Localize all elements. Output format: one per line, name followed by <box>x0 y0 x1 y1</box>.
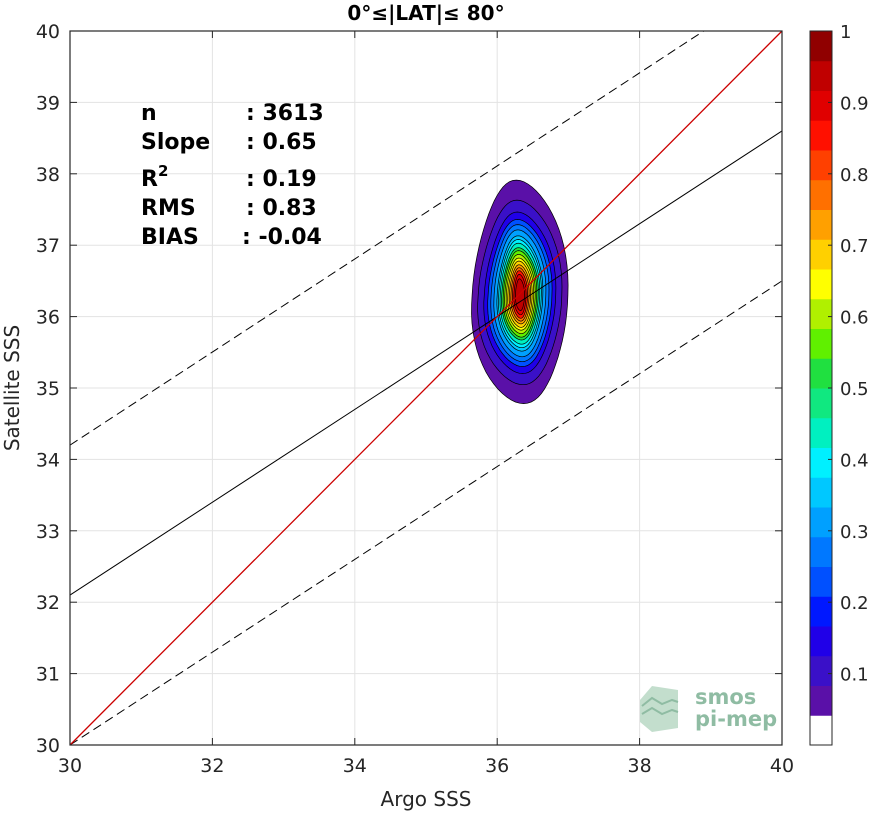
colorbar-segment <box>810 239 832 270</box>
colorbar-segment <box>810 150 832 181</box>
smos-pimep-logo: smos pi-mep <box>640 685 777 732</box>
chart-title: 0°≤|LAT|≤ 80° <box>347 1 504 25</box>
colorbar-tick-label: 0.1 <box>840 665 869 686</box>
y-tick-label: 32 <box>36 592 60 614</box>
upper-confidence-line <box>69 30 704 446</box>
colorbar-segment <box>810 507 832 538</box>
stat-label: n <box>141 101 157 126</box>
stat-value: : 3613 <box>246 101 324 126</box>
logo-text-smos: smos <box>695 685 756 709</box>
x-tick-label: 32 <box>200 755 224 777</box>
colorbar-segment <box>810 179 832 210</box>
stat-label: RMS <box>141 196 196 221</box>
y-tick-label: 31 <box>36 664 60 686</box>
statistics-box: n : 3613 Slope : 0.65 R2 : 0.19 RMS : 0.83 BIAS:… <box>141 101 324 250</box>
logo-wave-icon <box>640 686 678 732</box>
stat-value: : 0.19 <box>246 167 317 192</box>
colorbar <box>809 30 833 746</box>
logo-text-pimep: pi-mep <box>695 707 777 731</box>
colorbar-tick-label: 0.7 <box>840 236 869 257</box>
y-tick-label: 39 <box>36 92 60 114</box>
colorbar-segment <box>810 328 832 359</box>
y-tick-label: 37 <box>36 235 60 257</box>
x-tick-label: 30 <box>58 755 82 777</box>
colorbar-tick-label: 0.8 <box>840 165 869 186</box>
stat-label: Slope <box>141 130 210 155</box>
colorbar-tick-label: 0.3 <box>840 522 869 543</box>
colorbar-tick-label: 0.9 <box>840 93 869 114</box>
x-axis-ticks: 30 32 34 36 38 40 <box>58 31 794 777</box>
colorbar-segment <box>810 31 832 62</box>
y-tick-label: 33 <box>36 521 60 543</box>
fit-line <box>69 130 783 596</box>
identity-line <box>69 30 783 746</box>
stat-label: R2 <box>141 162 168 192</box>
y-axis-label: Satellite SSS <box>0 325 24 451</box>
x-tick-label: 34 <box>343 755 367 777</box>
colorbar-segment <box>810 447 832 478</box>
colorbar-tick-label: 1 <box>840 22 851 43</box>
colorbar-tick-label: 0.5 <box>840 379 869 400</box>
density-contour-level <box>515 278 525 311</box>
colorbar-segment <box>810 685 832 716</box>
colorbar-segment <box>810 120 832 151</box>
colorbar-segment <box>810 596 832 627</box>
colorbar-segment <box>810 388 832 419</box>
colorbar-ticks: 0.1 0.2 0.3 0.4 0.5 0.6 0.7 0.8 0.9 1 <box>828 22 869 686</box>
y-tick-label: 34 <box>36 449 60 471</box>
x-axis-label: Argo SSS <box>381 787 472 811</box>
colorbar-segment <box>810 566 832 597</box>
x-tick-label: 38 <box>628 755 652 777</box>
colorbar-tick-label: 0.2 <box>840 593 869 614</box>
colorbar-segment <box>810 536 832 567</box>
y-tick-label: 35 <box>36 378 60 400</box>
x-tick-label: 40 <box>770 755 794 777</box>
colorbar-segment <box>810 417 832 448</box>
stat-value: : -0.04 <box>242 225 322 250</box>
lower-confidence-line <box>69 280 783 746</box>
grid-lines <box>69 30 783 746</box>
y-axis-ticks: 30 31 32 33 34 35 36 37 38 39 40 <box>36 21 782 757</box>
colorbar-segment <box>810 358 832 389</box>
x-tick-label: 36 <box>485 755 509 777</box>
stat-value: : 0.83 <box>246 196 317 221</box>
y-tick-label: 40 <box>36 21 60 43</box>
y-tick-label: 30 <box>36 735 60 757</box>
colorbar-segment <box>810 626 832 657</box>
stat-label: BIAS <box>141 225 199 250</box>
colorbar-segment <box>810 90 832 121</box>
y-tick-label: 36 <box>36 307 60 329</box>
colorbar-segment <box>810 60 832 91</box>
colorbar-segment <box>810 477 832 508</box>
y-tick-label: 38 <box>36 164 60 186</box>
regression-lines <box>69 30 783 746</box>
stat-value: : 0.65 <box>246 130 317 155</box>
colorbar-segment <box>810 655 832 686</box>
colorbar-tick-label: 0.4 <box>840 450 869 471</box>
colorbar-segment <box>810 209 832 240</box>
colorbar-tick-label: 0.6 <box>840 308 869 329</box>
colorbar-segment <box>810 715 832 746</box>
colorbar-segment <box>810 269 832 300</box>
colorbar-segment <box>810 298 832 329</box>
